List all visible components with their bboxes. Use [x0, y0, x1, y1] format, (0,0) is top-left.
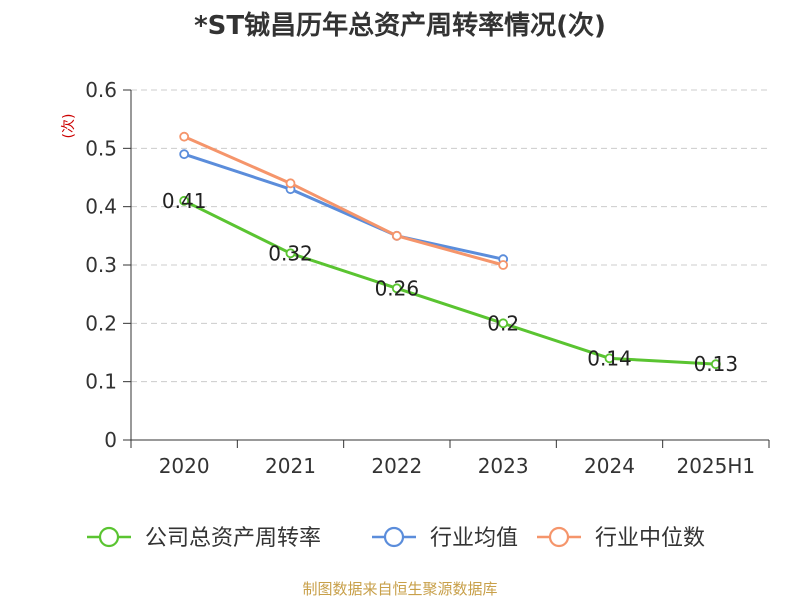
legend-label: 行业均值 [430, 526, 518, 551]
legend-marker [548, 526, 570, 548]
data-label: 0.14 [587, 346, 632, 370]
series-line [183, 135, 504, 267]
series-layer [179, 131, 721, 370]
legend-label: 行业中位数 [595, 526, 705, 551]
series-line [183, 152, 504, 261]
data-label: 0.13 [694, 352, 739, 376]
data-point [179, 131, 190, 142]
data-label-layer: 0.41 0.32 0.26 0.2 0.14 0.13 [162, 189, 738, 376]
data-label: 0.32 [268, 241, 313, 265]
x-tick-label: 2024 [584, 454, 635, 478]
chart-title: *ST铖昌历年总资产周转率情况(次) [194, 10, 606, 41]
data-point [604, 353, 615, 364]
y-tick-label: 0.4 [85, 195, 117, 219]
y-tick-label: 0.1 [85, 370, 117, 394]
legend: 公司总资产周转率 行业均值 行业中位数 [87, 526, 705, 551]
data-point [498, 260, 509, 270]
data-label: 0.2 [487, 311, 519, 335]
data-point [391, 283, 402, 294]
axis-layer: 0 0.1 0.2 0.3 0.4 0.5 0.6 2020 2021 2022 2023 2024 2… [85, 78, 770, 478]
x-tick-label: 2021 [265, 454, 316, 478]
x-tick-label: 2020 [159, 454, 210, 478]
x-tick-label: 2025H1 [676, 454, 755, 478]
data-label: 0.26 [375, 276, 420, 300]
y-tick-label: 0.3 [85, 253, 117, 277]
data-label: 0.41 [162, 189, 207, 213]
y-tick-label: 0.2 [85, 311, 117, 335]
source-note: 制图数据来自恒生聚源数据库 [302, 580, 497, 598]
x-tick-label: 2022 [371, 454, 422, 478]
y-axis-label: (次) [61, 114, 77, 139]
data-point [285, 178, 296, 189]
data-point [179, 195, 190, 206]
legend-marker [383, 526, 405, 548]
legend-label: 公司总资产周转率 [145, 526, 321, 551]
y-tick-label: 0 [104, 428, 117, 452]
y-tick-label: 0.5 [85, 136, 117, 160]
data-point [710, 359, 721, 370]
grid-layer [131, 89, 769, 383]
data-point [498, 318, 509, 329]
series-line [183, 199, 716, 366]
data-point [391, 230, 402, 241]
x-tick-label: 2023 [478, 454, 529, 478]
legend-marker [98, 526, 120, 548]
data-point [285, 248, 296, 259]
data-point [179, 149, 190, 160]
y-tick-label: 0.6 [85, 78, 117, 102]
